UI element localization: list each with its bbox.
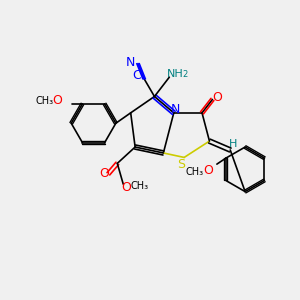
- Text: O: O: [52, 94, 62, 107]
- Text: CH₃: CH₃: [130, 181, 149, 191]
- Text: S: S: [177, 158, 185, 171]
- Text: O: O: [121, 181, 131, 194]
- Text: O: O: [99, 167, 109, 180]
- Text: CH₃: CH₃: [35, 96, 53, 106]
- Text: N: N: [126, 56, 135, 69]
- Text: O: O: [203, 164, 213, 177]
- Text: 2: 2: [182, 70, 188, 79]
- Text: CH₃: CH₃: [185, 167, 204, 176]
- Text: NH: NH: [167, 69, 184, 79]
- Text: C: C: [132, 69, 141, 82]
- Text: N: N: [171, 103, 180, 116]
- Text: H: H: [229, 139, 237, 149]
- Text: O: O: [212, 91, 222, 103]
